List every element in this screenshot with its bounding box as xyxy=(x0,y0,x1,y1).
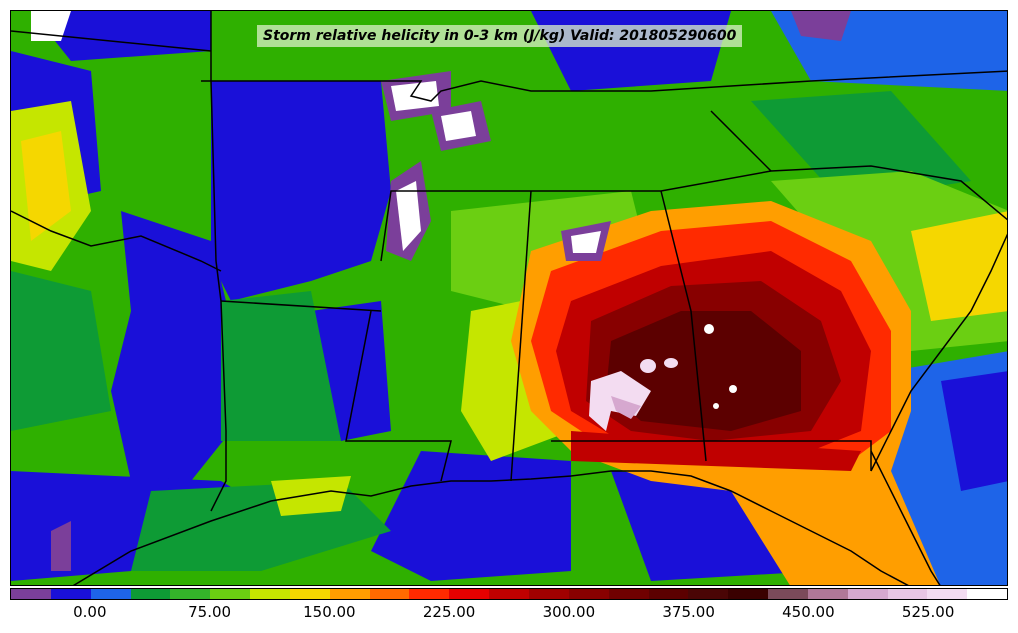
colorbar-tick-label: 0.00 xyxy=(73,603,107,621)
snow-streak-regions xyxy=(31,11,851,571)
colorbar xyxy=(10,588,1008,600)
colorbar-segment xyxy=(50,589,91,599)
colorbar-segment xyxy=(409,589,450,599)
colorbar-labels: 0.00 75.00 150.00 225.00 300.00 375.00 450.00 5… xyxy=(10,603,1008,625)
colorbar-segment xyxy=(688,589,729,599)
state-boundaries xyxy=(11,11,1007,512)
colorbar-tick-label: 525.00 xyxy=(901,603,955,621)
colorbar-tick-label: 300.00 xyxy=(542,603,596,621)
colorbar-tick-label: 150.00 xyxy=(303,603,356,621)
map-title: Storm relative helicity in 0-3 km (J/kg)… xyxy=(257,25,743,47)
colorbar-segment xyxy=(289,589,330,599)
colorbar-tick-label: 375.00 xyxy=(662,603,715,621)
colorbar-segment xyxy=(608,589,649,599)
helicity-map: Storm relative helicity in 0-3 km (J/kg)… xyxy=(10,10,1008,586)
colorbar-tick-label: 225.00 xyxy=(422,603,476,621)
colorbar-segment xyxy=(210,589,251,599)
colorbar-segment xyxy=(728,589,769,599)
helicity-map-svg xyxy=(11,11,1007,585)
colorbar-segment xyxy=(449,589,490,599)
colorbar-segment xyxy=(847,589,888,599)
colorbar-segment xyxy=(807,589,848,599)
colorbar-segment xyxy=(528,589,569,599)
colorbar-segment xyxy=(568,589,609,599)
colorbar-segment xyxy=(648,589,689,599)
colorbar-segment xyxy=(489,589,529,599)
colorbar-segment xyxy=(90,589,131,599)
colorbar-segment xyxy=(250,589,290,599)
colorbar-segment xyxy=(369,589,410,599)
colorbar-segment xyxy=(170,589,211,599)
colorbar-segment xyxy=(329,589,370,599)
colorbar-segment xyxy=(130,589,171,599)
coastline xyxy=(72,450,941,585)
extreme-helicity-core xyxy=(589,324,737,431)
colorbar-tick-label: 75.00 xyxy=(188,603,232,621)
colorbar-segment xyxy=(887,589,928,599)
moderate-helicity-regions xyxy=(11,101,1007,516)
colorbar-tick-label: 450.00 xyxy=(782,603,835,621)
colorbar-segment xyxy=(11,589,51,599)
colorbar-segment xyxy=(967,589,1008,599)
colorbar-segment xyxy=(927,589,968,599)
colorbar-segment xyxy=(768,589,808,599)
